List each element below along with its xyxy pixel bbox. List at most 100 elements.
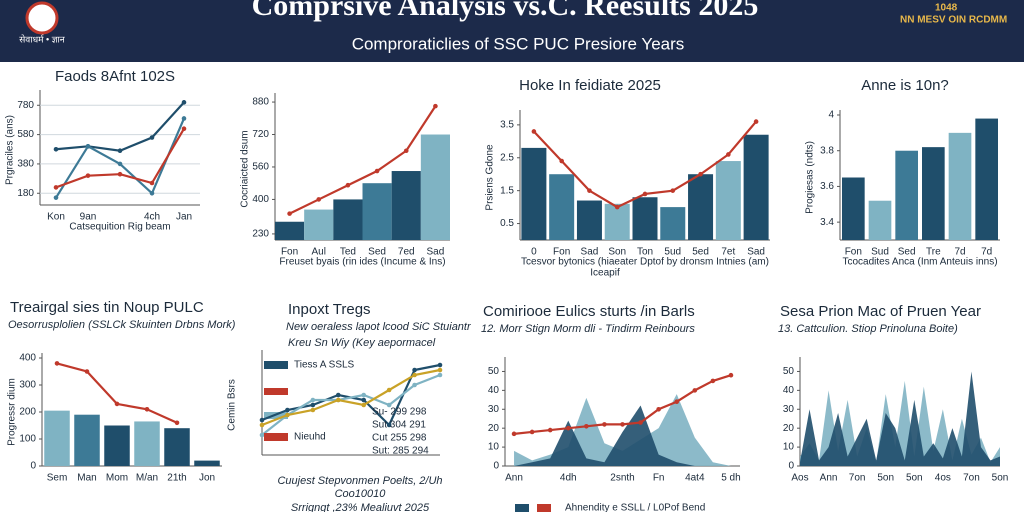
point: [656, 406, 661, 412]
point: [149, 190, 155, 196]
x-tick-label: Sad: [747, 247, 765, 258]
bar: [576, 200, 602, 240]
point: [547, 427, 553, 433]
y-tick-label: 400: [19, 353, 36, 364]
y-tick-label: 0: [30, 461, 36, 472]
legend-label: Tiess A SSLS: [294, 360, 355, 371]
bar: [304, 209, 334, 240]
y-tick-label: 2.5: [500, 152, 514, 163]
point: [638, 420, 643, 425]
x-tick-label: 7et: [721, 247, 735, 258]
point: [149, 180, 155, 186]
x-axis-label: Catsequition Rig beam: [69, 222, 170, 233]
bar: [868, 200, 892, 240]
logo-text: सेवाधर्म • ज्ञान: [19, 33, 66, 44]
x-tick-label: Son: [608, 247, 626, 258]
footer: Cuujest Stepvonmen Poelts, 2/Uh: [277, 475, 442, 487]
x-axis-label: Tcesvor bytonics (hiaeater Dptof by dron…: [521, 257, 769, 268]
y-tick-label: 200: [19, 407, 36, 418]
x-tick-label: 5on: [906, 473, 923, 484]
line: [261, 368, 441, 427]
x-tick-label: Sad: [581, 247, 599, 258]
y-tick-label: 780: [17, 100, 34, 111]
bar: [895, 150, 918, 240]
y-tick-label: 40: [783, 385, 795, 396]
bar: [333, 199, 363, 240]
x-tick-label: Fon: [553, 247, 570, 258]
bar: [134, 421, 160, 466]
x-tick-label: Jon: [199, 473, 215, 484]
point: [698, 171, 703, 177]
bar: [164, 428, 190, 466]
bar: [275, 221, 305, 240]
point: [259, 422, 265, 428]
y-tick-label: 3.4: [820, 217, 834, 228]
logo: [25, 1, 59, 35]
x-tick-label: Sad: [427, 247, 445, 258]
point: [565, 425, 571, 431]
point: [412, 372, 417, 378]
point: [53, 146, 59, 152]
y-tick-label: 560: [252, 162, 269, 173]
y-axis-label: Cocriaicted dsum: [240, 130, 251, 207]
point: [285, 412, 290, 418]
point: [531, 129, 537, 134]
right-title: 1048: [935, 3, 958, 14]
point: [181, 100, 187, 105]
x-tick-label: 5ud: [664, 247, 681, 258]
bar: [975, 118, 998, 240]
point: [53, 195, 59, 200]
point: [259, 417, 265, 423]
footer: Srrigngt ,23% Mealiuvt 2025: [291, 502, 430, 512]
point: [114, 401, 120, 407]
bar: [688, 174, 714, 240]
point: [728, 372, 734, 378]
point: [361, 392, 367, 398]
y-tick-label: 3.5: [500, 120, 514, 131]
x-tick-label: 21th: [167, 473, 186, 484]
x-tick-label: 9an: [80, 212, 97, 223]
point: [412, 382, 417, 388]
chart-subtitle: Kreu Sn Wiy (Key aepormacel: [288, 337, 436, 349]
header-subtitle: Comproraticlies of SSC PUC Presiore Year…: [352, 34, 685, 53]
line: [56, 362, 178, 424]
chart-subtitle: Oesorrusplolien (SSLCk Skuinten Drbns Mo…: [8, 319, 236, 331]
point: [614, 204, 620, 210]
x-tick-label: Sem: [47, 473, 68, 484]
point: [361, 397, 367, 403]
header-title: Comprsive Analysis vs.C. Reesults 2025: [252, 0, 759, 22]
line: [55, 118, 186, 199]
point: [412, 367, 417, 373]
y-tick-label: 20: [488, 423, 500, 434]
x-tick-label: M/an: [136, 473, 158, 484]
line: [261, 373, 441, 436]
bar: [948, 132, 972, 240]
x-tick-label: 4ch: [144, 212, 160, 223]
point: [181, 116, 187, 121]
x-tick-label: Tre: [926, 247, 941, 258]
x-tick-label: Mom: [106, 473, 128, 484]
x-tick-label: Ann: [505, 473, 523, 484]
annotation: Sut: 285 294: [372, 446, 429, 457]
x-tick-label: 2snth: [610, 473, 634, 484]
x-tick-label: Ton: [637, 247, 653, 258]
y-tick-label: 0: [493, 461, 499, 472]
y-tick-label: 100: [19, 434, 36, 445]
x-tick-label: 7on: [963, 473, 980, 484]
x-tick-label: Sud: [871, 247, 889, 258]
y-axis-label: Prgraciles (ans): [5, 115, 16, 185]
legend-label: Nieuhd: [294, 432, 326, 443]
header-band: [0, 0, 1024, 62]
point: [316, 197, 322, 202]
x-tick-label: 7d: [954, 247, 965, 258]
chart-title: Hoke In feidiate 2025: [519, 77, 661, 94]
x-tick-label: Fn: [653, 473, 665, 484]
bar: [104, 425, 130, 466]
point: [386, 387, 392, 393]
y-tick-label: 40: [488, 385, 500, 396]
y-tick-label: 880: [252, 97, 269, 108]
point: [587, 188, 592, 193]
x-tick-label: 7d: [981, 247, 992, 258]
point: [674, 399, 680, 405]
